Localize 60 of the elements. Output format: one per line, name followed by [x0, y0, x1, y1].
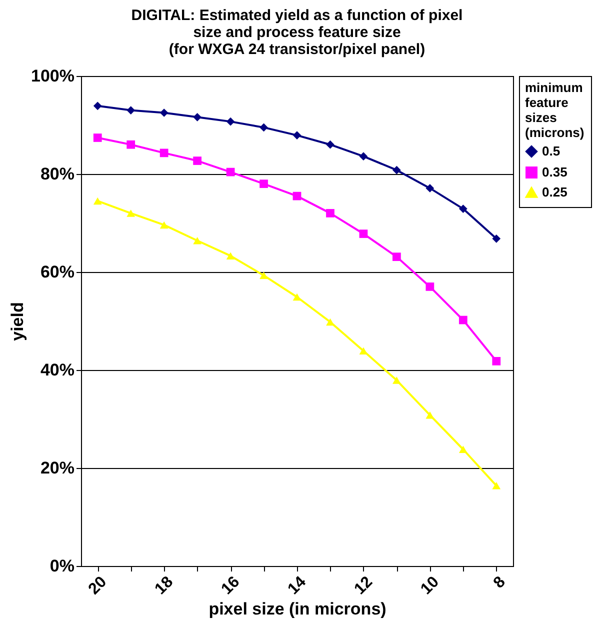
point: [458, 446, 468, 454]
y-tick-label: 60%: [40, 262, 74, 282]
x-tick-label: 8: [490, 573, 509, 592]
point: [492, 482, 501, 490]
point: [260, 180, 268, 188]
point: [426, 282, 434, 291]
point: [160, 221, 168, 229]
x-tick-label: 10: [418, 573, 443, 598]
point: [392, 376, 401, 384]
y-tick-label: 20%: [40, 458, 74, 478]
y-tick-label: 100%: [31, 66, 74, 86]
legend-title: minimum feature sizes (microns): [525, 80, 584, 140]
legend-label: 0.35: [542, 164, 568, 180]
point: [260, 123, 268, 132]
y-axis-title: yield: [8, 302, 28, 341]
y-tick-label: 80%: [40, 164, 74, 184]
point: [326, 209, 334, 218]
point: [359, 230, 368, 238]
point: [193, 112, 202, 122]
point: [292, 192, 302, 200]
point: [326, 140, 334, 149]
y-tick-label: 40%: [40, 360, 74, 380]
legend-label: 0.25: [542, 184, 568, 200]
legend-label: 0.5: [542, 144, 560, 158]
point: [226, 252, 235, 260]
point: [93, 197, 102, 205]
point: [359, 347, 368, 355]
point: [126, 106, 136, 114]
point: [326, 318, 334, 326]
x-tick-label: 14: [284, 573, 310, 598]
point: [126, 140, 136, 149]
point: [359, 152, 368, 161]
point: [126, 210, 136, 217]
point: [226, 168, 235, 176]
point: [292, 293, 302, 301]
point: [392, 252, 401, 261]
point: [292, 131, 302, 140]
x-tick-label: 16: [218, 573, 244, 598]
y-tick-label: 0%: [50, 556, 74, 576]
chart-subtitle: (for WXGA 24 transistor/pixel panel): [168, 41, 426, 58]
x-tick-label: 18: [152, 573, 177, 598]
point: [426, 184, 434, 192]
point: [226, 117, 235, 126]
point: [426, 411, 434, 419]
chart-title: DIGITAL: Estimated yield as a function of pixel size and process feature size: [131, 7, 463, 41]
x-tick-label: 12: [351, 573, 376, 598]
point: [392, 166, 401, 174]
point: [160, 108, 168, 117]
point: [458, 316, 468, 324]
point: [193, 237, 202, 244]
x-axis-title: pixel size (in microns): [208, 599, 386, 618]
point: [193, 156, 202, 165]
point: [492, 356, 501, 366]
point: [492, 234, 501, 243]
point: [458, 204, 468, 213]
x-tick-label: 20: [86, 573, 110, 598]
point: [260, 272, 268, 280]
point: [160, 148, 168, 158]
point: [93, 134, 102, 142]
point: [93, 102, 102, 110]
